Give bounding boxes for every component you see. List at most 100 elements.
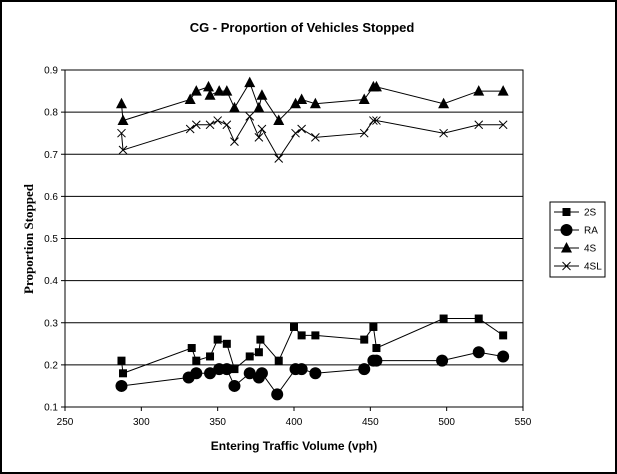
x-tick-label: 400 (286, 417, 303, 428)
series-ra (115, 346, 510, 401)
x-tick-label: 350 (209, 417, 226, 428)
data-point (222, 120, 232, 130)
data-point (311, 331, 320, 340)
y-tick-label: 0.1 (44, 403, 58, 414)
data-point (372, 116, 381, 125)
legend: 2S RA 4S 4SL (549, 201, 606, 278)
legend-marker (562, 208, 571, 216)
y-tick-label: 0.8 (44, 108, 58, 119)
legend-label: 4SL (584, 262, 602, 273)
data-point (213, 85, 225, 96)
data-point (439, 314, 448, 323)
data-point (274, 356, 283, 365)
legend-marker (561, 242, 572, 253)
legend-marker (560, 224, 573, 236)
x-marker-stroke (117, 128, 126, 138)
legend-marker (562, 261, 571, 271)
data-point (273, 114, 285, 126)
data-point (274, 154, 284, 163)
data-point (254, 348, 263, 357)
data-point (205, 120, 215, 130)
data-point (291, 128, 300, 138)
x-axis-title: Entering Traffic Volume (vph) (211, 439, 377, 453)
legend-item-2s: 2S (554, 208, 597, 219)
data-point (358, 363, 371, 376)
legend-label: 4S (584, 244, 597, 255)
data-point (472, 346, 485, 359)
data-point (253, 101, 265, 113)
data-point (115, 379, 128, 392)
gridlines (65, 111, 523, 366)
y-axis-title: Proportion Stopped (21, 183, 36, 294)
x-marker-stroke (118, 145, 128, 155)
data-point (190, 85, 202, 96)
data-point (498, 120, 508, 130)
data-point (290, 97, 302, 109)
x-marker-stroke (213, 116, 223, 125)
data-point (473, 85, 485, 96)
data-point (297, 331, 306, 340)
legend-label: 2S (584, 208, 597, 219)
chart-title: CG - Proportion of Vehicles Stopped (190, 20, 415, 35)
data-point (372, 344, 381, 353)
legend-item-4sl: 4SL (554, 262, 602, 273)
data-point (213, 335, 222, 344)
data-point (203, 80, 215, 92)
legend-item-4s: 4S (554, 242, 597, 255)
data-point (221, 85, 233, 96)
data-point (358, 93, 370, 104)
data-point (204, 89, 216, 100)
x-tick-label: 300 (133, 417, 150, 428)
x-marker-stroke (205, 120, 215, 130)
y-tick-label: 0.4 (44, 276, 58, 287)
x-tick-label: 250 (57, 417, 74, 428)
x-marker-stroke (254, 133, 264, 142)
data-point (256, 89, 268, 100)
x-marker-stroke (359, 128, 369, 138)
data-point (297, 124, 306, 134)
legend-label: RA (584, 226, 598, 237)
series-4s (115, 76, 509, 126)
x-marker-stroke (474, 120, 484, 130)
data-point (370, 80, 382, 92)
data-point (497, 350, 510, 363)
data-point (309, 367, 322, 380)
x-marker-stroke (257, 124, 267, 134)
y-tick-label: 0.9 (44, 66, 58, 77)
x-marker-stroke (498, 120, 508, 130)
data-point (184, 93, 196, 104)
y-tick-label: 0.6 (44, 192, 58, 203)
series-2s (117, 314, 508, 378)
x-tick-label: 450 (362, 417, 379, 428)
data-point (499, 331, 508, 340)
data-point (190, 367, 203, 380)
data-point (243, 367, 256, 380)
x-marker-stroke (274, 154, 284, 163)
data-point (206, 352, 215, 361)
x-marker-stroke (311, 133, 320, 142)
x-marker-stroke (245, 111, 255, 121)
data-point (438, 97, 450, 109)
x-marker-stroke (372, 116, 381, 125)
x-marker-stroke (191, 120, 201, 130)
x-tick-label: 550 (515, 417, 532, 428)
data-point (244, 76, 256, 88)
data-point (309, 97, 321, 109)
data-point (257, 124, 267, 134)
data-point (290, 322, 298, 331)
data-point (474, 120, 484, 130)
data-point (213, 116, 223, 125)
data-point (245, 111, 255, 121)
x-marker-stroke (222, 120, 232, 130)
data-point (296, 93, 308, 104)
data-point (254, 133, 264, 142)
data-point (436, 354, 449, 367)
x-marker-stroke (562, 261, 571, 271)
x-marker-stroke (185, 124, 195, 134)
x-marker-stroke (439, 128, 448, 138)
data-point (360, 335, 369, 344)
data-point (359, 128, 369, 138)
data-point (255, 367, 268, 380)
data-point (220, 363, 233, 376)
legend-item-ra: RA (554, 224, 598, 237)
